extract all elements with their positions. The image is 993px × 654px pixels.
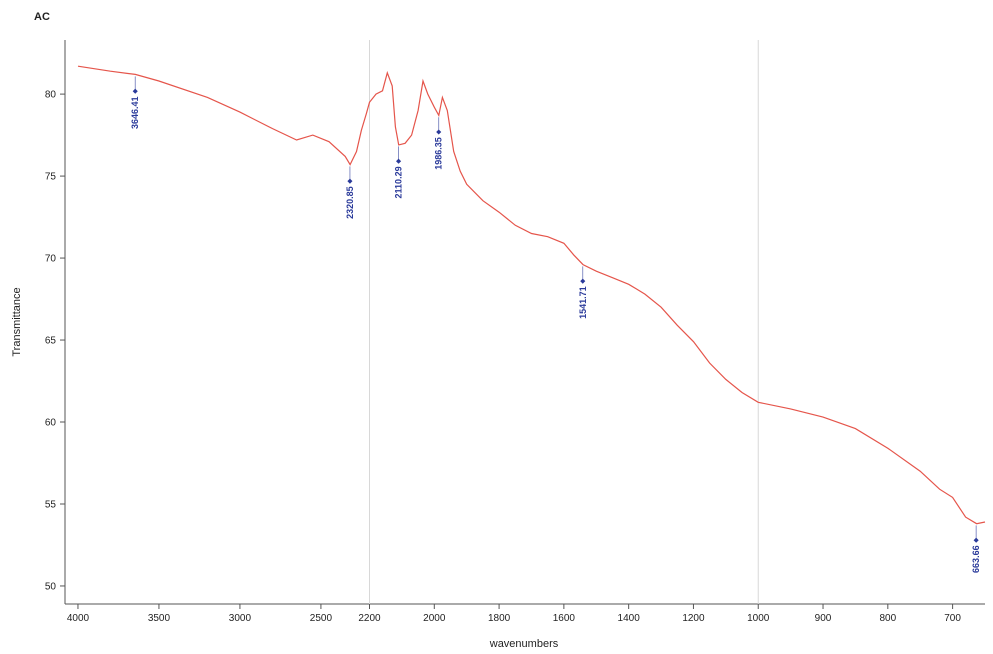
y-tick-label: 55 (45, 499, 57, 510)
x-tick-label: 1200 (682, 613, 705, 624)
x-tick-label: 1800 (488, 613, 511, 624)
x-tick-label: 900 (815, 613, 832, 624)
spectrum-line (77, 65, 986, 525)
y-tick-label: 65 (45, 336, 57, 347)
x-tick-label: 1400 (618, 613, 641, 624)
peak-marker (580, 278, 586, 284)
x-tick-label: 3000 (229, 613, 252, 624)
peak-marker (436, 129, 442, 135)
peak-label: 663.66 (971, 545, 981, 573)
peak-label: 2320.85 (345, 186, 355, 219)
y-tick-label: 80 (45, 90, 57, 101)
x-tick-label: 2000 (423, 613, 446, 624)
peak-label: 1986.35 (434, 137, 444, 170)
y-tick-label: 75 (45, 172, 57, 183)
peak-marker (132, 88, 138, 94)
x-tick-label: 800 (879, 613, 896, 624)
x-tick-label: 1600 (553, 613, 576, 624)
chart-title: AC (34, 11, 50, 23)
y-axis-label: Transmittance (11, 287, 23, 356)
x-tick-label: 1000 (747, 613, 770, 624)
x-axis-label: wavenumbers (489, 638, 559, 650)
peak-marker (973, 537, 979, 543)
y-tick-label: 60 (45, 418, 57, 429)
x-tick-label: 2200 (358, 613, 381, 624)
x-tick-label: 700 (944, 613, 961, 624)
peak-label: 1541.71 (578, 286, 588, 319)
y-tick-label: 70 (45, 254, 57, 265)
peak-marker (396, 158, 402, 164)
peak-marker (347, 178, 353, 184)
y-tick-label: 50 (45, 581, 57, 592)
x-tick-label: 3500 (148, 613, 171, 624)
x-tick-label: 4000 (67, 613, 90, 624)
peak-label: 2110.29 (394, 166, 404, 198)
peak-label: 3646.41 (130, 96, 140, 129)
x-tick-label: 2500 (310, 613, 333, 624)
